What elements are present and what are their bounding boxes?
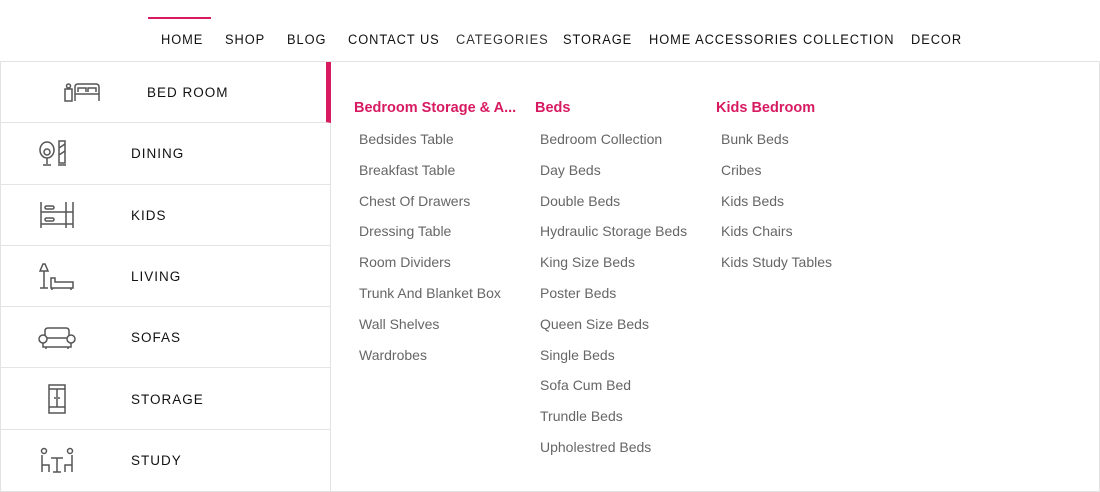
menu-link[interactable]: Single Beds xyxy=(540,346,615,363)
menu-link[interactable]: Kids Chairs xyxy=(721,223,793,240)
main-nav: HOME SHOP BLOG CONTACT US CATEGORIES STO… xyxy=(0,0,1100,61)
column-beds: Beds Bedroom Collection Day Beds Double Be… xyxy=(535,100,687,470)
menu-link[interactable]: Trunk And Blanket Box xyxy=(359,284,501,301)
column-bedroom-storage: Bedroom Storage & A... Bedsides Table Bre… xyxy=(354,100,519,377)
wardrobe-icon xyxy=(48,383,66,414)
nav-home-accessories[interactable]: HOME ACCESSORIES xyxy=(649,32,799,47)
sidebar-item-study[interactable]: STUDY xyxy=(1,430,331,491)
category-sidebar: BED ROOM DINING KIDS LIVING SOFAS STORAG… xyxy=(1,62,331,491)
menu-link[interactable]: Bunk Beds xyxy=(721,131,789,147)
study-table-icon xyxy=(40,447,74,473)
nav-home[interactable]: HOME xyxy=(161,32,204,47)
sidebar-item-sofas[interactable]: SOFAS xyxy=(1,307,331,369)
nav-collection[interactable]: COLLECTION xyxy=(803,32,895,47)
menu-link[interactable]: Kids Beds xyxy=(721,192,785,209)
menu-link[interactable]: Chest Of Drawers xyxy=(359,192,471,209)
mega-menu: BED ROOM DINING KIDS LIVING SOFAS STORAG… xyxy=(0,61,1100,492)
bed-icon xyxy=(64,83,100,102)
sidebar-item-bed-room[interactable]: BED ROOM xyxy=(1,62,331,124)
sidebar-item-kids[interactable]: KIDS xyxy=(1,185,331,246)
column-title[interactable]: Bedroom Storage & A... xyxy=(354,100,517,116)
nav-blog[interactable]: BLOG xyxy=(287,32,327,47)
nav-decor[interactable]: DECOR xyxy=(911,32,963,47)
menu-link[interactable]: Queen Size Beds xyxy=(540,315,649,332)
menu-link[interactable]: Dressing Table xyxy=(359,223,452,240)
sidebar-item-label: LIVING xyxy=(131,268,182,284)
bunk-bed-icon xyxy=(40,201,74,228)
sidebar-item-label: STORAGE xyxy=(131,391,204,407)
lamp-chaise-icon xyxy=(38,263,74,290)
menu-link[interactable]: Day Beds xyxy=(540,161,601,178)
sidebar-item-label: STUDY xyxy=(131,452,182,468)
menu-link[interactable]: Breakfast Table xyxy=(359,161,456,178)
menu-link[interactable]: Hydraulic Storage Beds xyxy=(540,223,688,240)
menu-link[interactable]: King Size Beds xyxy=(540,254,635,271)
sofa-icon xyxy=(38,327,76,350)
nav-categories[interactable]: CATEGORIES xyxy=(456,32,549,47)
menu-link[interactable]: Double Beds xyxy=(540,192,621,209)
nav-contact-us[interactable]: CONTACT US xyxy=(348,32,440,47)
sidebar-item-dining[interactable]: DINING xyxy=(1,123,331,185)
sidebar-item-label: DINING xyxy=(131,146,185,162)
sidebar-item-label: KIDS xyxy=(131,207,167,223)
menu-link[interactable]: Sofa Cum Bed xyxy=(540,377,632,394)
menu-link[interactable]: Upholestred Beds xyxy=(540,438,652,455)
menu-link[interactable]: Poster Beds xyxy=(540,284,617,301)
menu-link[interactable]: Trundle Beds xyxy=(540,408,623,425)
sidebar-item-label: BED ROOM xyxy=(147,85,229,100)
column-kids-bedroom: Kids Bedroom Bunk Beds Cribes Kids Beds Kid… xyxy=(716,100,832,285)
sidebar-item-storage[interactable]: STORAGE xyxy=(1,369,331,430)
menu-link[interactable]: Cribes xyxy=(721,161,762,178)
dining-chair-icon xyxy=(39,140,66,167)
menu-link[interactable]: Wall Shelves xyxy=(359,315,440,332)
column-title[interactable]: Beds xyxy=(535,100,571,116)
menu-link[interactable]: Kids Study Tables xyxy=(721,254,833,271)
sidebar-item-label: SOFAS xyxy=(131,330,182,346)
nav-active-indicator xyxy=(148,17,211,19)
sidebar-item-living[interactable]: LIVING xyxy=(1,246,331,308)
menu-link[interactable]: Bedroom Collection xyxy=(540,131,663,147)
column-title[interactable]: Kids Bedroom xyxy=(716,100,816,116)
menu-link[interactable]: Wardrobes xyxy=(359,346,427,363)
menu-link[interactable]: Room Dividers xyxy=(359,254,451,271)
nav-shop[interactable]: SHOP xyxy=(225,32,266,47)
menu-link[interactable]: Bedsides Table xyxy=(359,131,454,147)
nav-storage[interactable]: STORAGE xyxy=(563,32,633,47)
